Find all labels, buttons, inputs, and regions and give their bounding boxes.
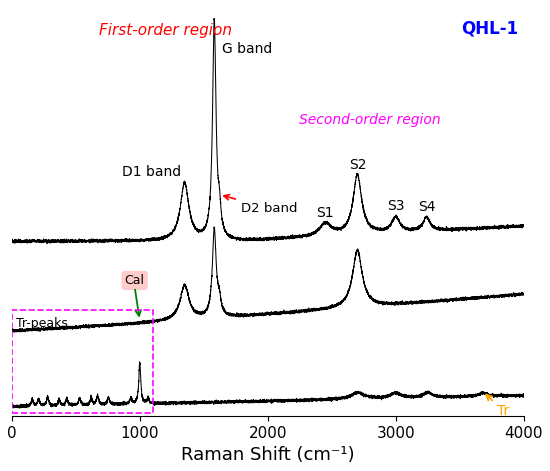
Bar [12, 310, 152, 414]
Text: Tr: Tr [486, 395, 509, 418]
Text: Tr-peaks: Tr-peaks [16, 317, 68, 330]
Text: Second-order region: Second-order region [299, 113, 441, 127]
Text: S1: S1 [317, 205, 334, 219]
Text: S4: S4 [418, 200, 435, 214]
Text: Cal: Cal [125, 274, 145, 287]
Text: First-order region: First-order region [99, 23, 232, 38]
Text: D1 band: D1 band [122, 165, 181, 179]
Text: S2: S2 [349, 158, 366, 172]
Text: S3: S3 [387, 199, 405, 212]
Text: D2 band: D2 band [224, 195, 298, 215]
X-axis label: Raman Shift (cm⁻¹): Raman Shift (cm⁻¹) [181, 446, 355, 464]
Text: QHL-1: QHL-1 [461, 19, 519, 37]
Text: G band: G band [222, 41, 272, 56]
